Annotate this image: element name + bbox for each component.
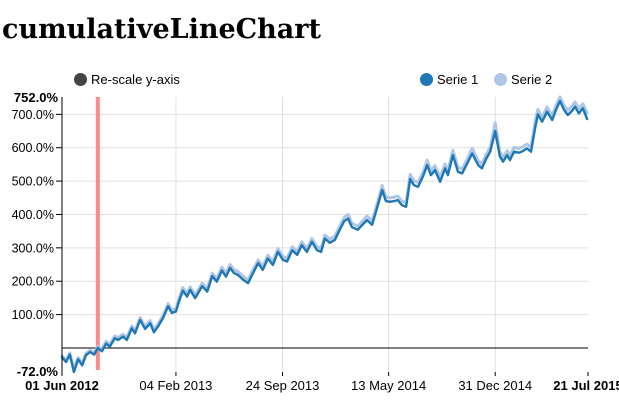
x-tick-label: 21 Jul 2015 xyxy=(553,378,619,393)
x-tick-label: 13 May 2014 xyxy=(351,378,426,393)
serie-2-color-dot-icon xyxy=(494,73,507,86)
legend-item-serie-2[interactable]: Serie 2 xyxy=(494,72,552,87)
y-tick-label: 500.0% xyxy=(12,175,54,189)
legend-item-serie-1[interactable]: Serie 1 xyxy=(420,72,478,87)
y-tick-label: 400.0% xyxy=(12,208,54,222)
x-tick-label: 04 Feb 2013 xyxy=(139,378,212,393)
rescale-circle-icon xyxy=(74,73,87,86)
x-tick-label: 24 Sep 2013 xyxy=(246,378,320,393)
y-tick-label: 700.0% xyxy=(12,108,54,122)
y-tick-label: 200.0% xyxy=(12,275,54,289)
y-tick-label: 300.0% xyxy=(12,241,54,255)
legend-serie-2-label: Serie 2 xyxy=(511,72,553,87)
rescale-label: Re-scale y-axis xyxy=(91,72,180,87)
x-tick-label: 01 Jun 2012 xyxy=(25,378,99,393)
y-max-label: 752.0% xyxy=(14,90,59,105)
serie-1-color-dot-icon xyxy=(420,73,433,86)
y-tick-label: 100.0% xyxy=(12,308,54,322)
series-line-serie-2[interactable] xyxy=(60,95,589,371)
legend-serie-1-label: Serie 1 xyxy=(437,72,479,87)
y-tick-label: 600.0% xyxy=(12,141,54,155)
y-min-label: -72.0% xyxy=(17,364,59,379)
x-tick-label: 31 Dec 2014 xyxy=(458,378,532,393)
series-line-serie-1[interactable] xyxy=(60,99,589,374)
rescale-y-axis-control[interactable]: Re-scale y-axis xyxy=(74,72,180,87)
page-title: cumulativeLineChart xyxy=(2,14,321,45)
chart-controls-row: Re-scale y-axis Serie 1 Serie 2 xyxy=(0,68,619,94)
